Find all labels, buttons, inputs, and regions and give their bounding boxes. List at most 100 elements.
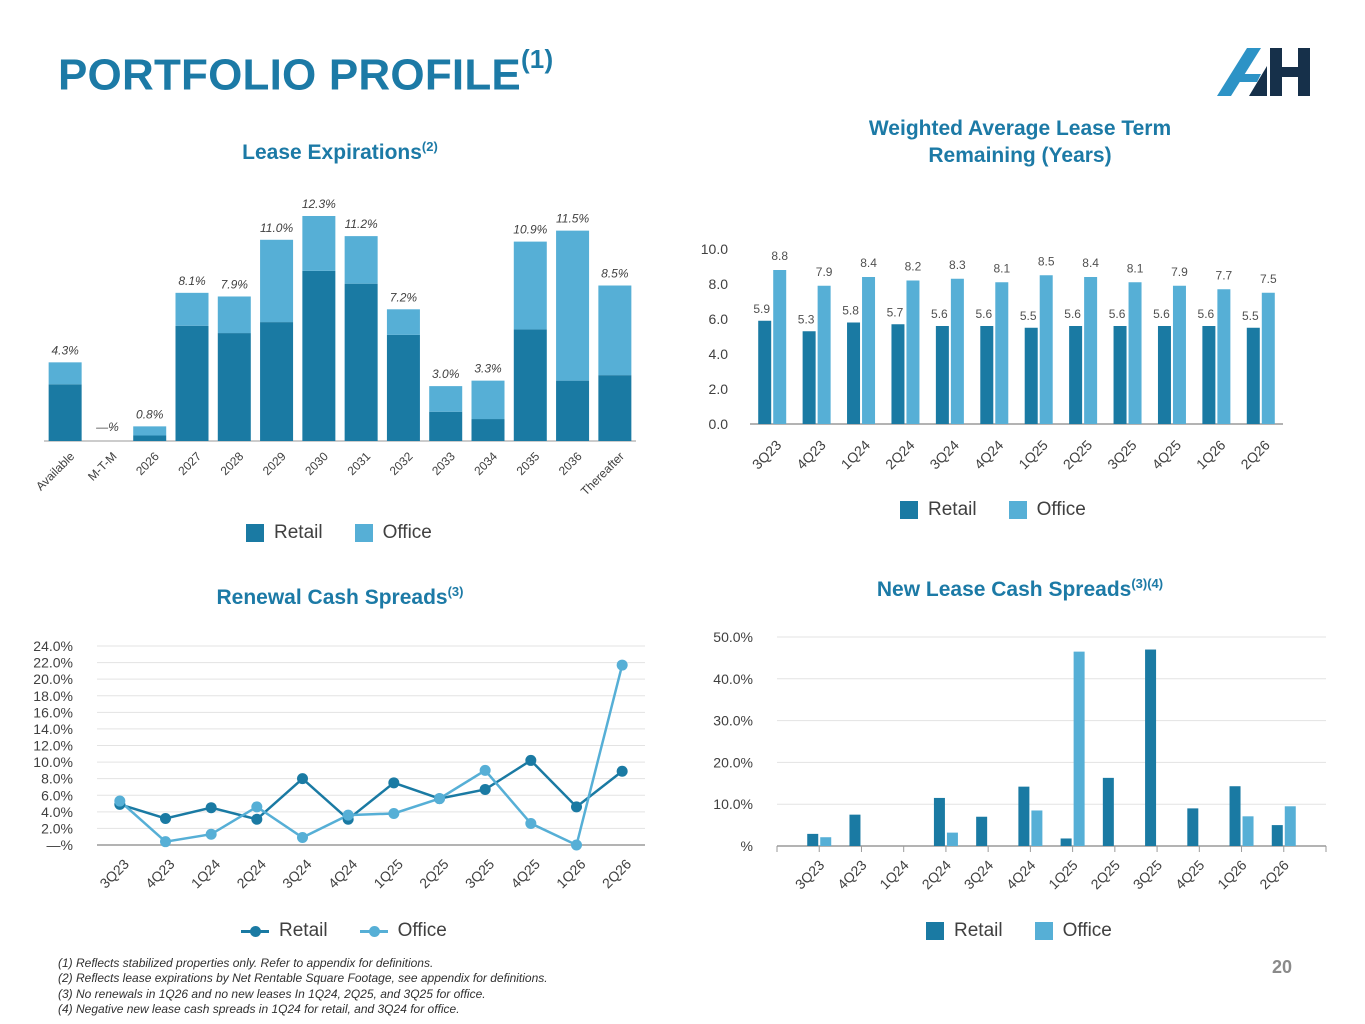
total-label-2034: 3.3%	[474, 362, 502, 376]
renewal-ytick-1: 2.0%	[41, 820, 73, 836]
walt-tick-3q24: 3Q24	[926, 437, 962, 473]
walt-label-retail-4q25: 5.6	[1153, 307, 1170, 321]
footnote-3: (3) No renewals in 1Q26 and no new lease…	[58, 986, 486, 1001]
walt-label-office-3q24: 8.3	[949, 258, 966, 272]
walt-bar-retail-1q24	[847, 322, 861, 424]
walt-ytick-3: 6.0	[709, 311, 729, 327]
legend-label-retail: Retail	[954, 920, 1003, 941]
total-label-2029: 11.0%	[260, 221, 293, 235]
total-label-2036: 11.5%	[556, 212, 589, 226]
bar-retail-2033	[429, 411, 463, 441]
bar-office-2032	[386, 309, 420, 335]
walt-bar-office-3q23	[773, 270, 787, 424]
walt-tick-3q25: 3Q25	[1104, 437, 1140, 473]
renewal-line-retail	[119, 758, 623, 821]
walt-bar-office-4q23	[817, 285, 831, 424]
bar-retail-2032	[386, 334, 420, 441]
retail-swatch	[900, 501, 918, 519]
newlease-bar-office-4q24	[1031, 810, 1043, 846]
walt-bar-retail-2q24	[891, 324, 905, 424]
renewal-point-retail-3q24	[297, 773, 308, 785]
lease-expirations-title-ref: (2)	[421, 139, 438, 154]
newlease-ytick-4: 40.0%	[713, 671, 753, 687]
walt-label-office-1q24: 8.4	[860, 256, 877, 270]
newlease-tick-1q24: 1Q24	[876, 857, 912, 893]
walt-ytick-1: 2.0	[709, 381, 729, 397]
walt-bar-retail-4q23	[802, 331, 816, 424]
bar-retail-2026	[133, 435, 167, 441]
renewal-point-retail-4q23	[160, 812, 171, 824]
newlease-tick-4q24: 4Q24	[1003, 857, 1039, 893]
renewal-point-retail-2q26	[616, 765, 628, 777]
tick-label-available: Available	[33, 449, 77, 493]
walt-label-office-3q25: 8.1	[1127, 261, 1144, 275]
bar-retail-2034	[471, 419, 505, 441]
bar-retail-2027	[175, 325, 209, 441]
legend-label-office: Office	[1036, 499, 1086, 520]
renewal-tick-2q24: 2Q24	[233, 856, 269, 892]
walt-ytick-4: 8.0	[709, 276, 729, 292]
walt-bar-retail-2q25	[1069, 326, 1083, 424]
bar-office-2027	[175, 292, 209, 326]
walt-title-line-1: Weighted Average Lease Term	[868, 117, 1172, 140]
walt-bar-office-3q25	[1128, 282, 1142, 424]
renewal-tick-3q25: 3Q25	[462, 856, 498, 892]
new-lease-spreads-legend: Retail Office	[926, 920, 1112, 942]
walt-bar-office-1q26	[1217, 289, 1231, 424]
walt-label-retail-3q25: 5.6	[1109, 307, 1126, 321]
newlease-tick-3q24: 3Q24	[961, 857, 997, 893]
tick-label-2033: 2033	[429, 449, 458, 478]
tick-label-2028: 2028	[218, 449, 247, 478]
renewal-ytick-12: 24.0%	[33, 638, 73, 654]
walt-label-office-4q25: 7.9	[1171, 265, 1188, 279]
renewal-point-office-3q24	[297, 832, 308, 844]
tick-label-2030: 2030	[302, 449, 331, 478]
tick-label-2032: 2032	[387, 449, 416, 478]
new-lease-spreads-title-ref: (3)(4)	[1131, 576, 1164, 591]
newlease-bar-retail-2q26	[1271, 825, 1283, 846]
footnote-1: (1) Reflects stabilized properties only.…	[58, 956, 434, 970]
newlease-bar-retail-1q26	[1229, 786, 1241, 846]
logo-dark-stroke	[1249, 66, 1267, 96]
renewal-ytick-4: 8.0%	[41, 771, 73, 787]
walt-bar-office-2q25	[1084, 277, 1098, 424]
newlease-bar-retail-1q25	[1060, 838, 1072, 846]
newlease-tick-3q23: 3Q23	[792, 857, 828, 893]
legend-label-retail: Retail	[274, 522, 323, 543]
walt-bar-retail-4q25	[1157, 326, 1171, 424]
walt-label-retail-2q26: 5.5	[1242, 309, 1259, 323]
newlease-bar-office-2q24	[946, 832, 958, 846]
renewal-tick-1q25: 1Q25	[370, 856, 406, 892]
renewal-point-office-1q25	[388, 807, 400, 819]
total-label-2032: 7.2%	[390, 290, 418, 304]
legend-item-office: Office	[354, 522, 432, 544]
legend-item-office: Office	[1034, 920, 1112, 942]
renewal-point-office-2q26	[616, 659, 628, 671]
legend-label-retail: Retail	[279, 920, 328, 941]
walt-label-retail-2q25: 5.6	[1064, 307, 1081, 321]
walt-label-office-1q26: 7.7	[1216, 268, 1233, 282]
total-label-available: 4.3%	[51, 343, 79, 357]
bar-retail-2029	[260, 322, 294, 441]
newlease-bar-retail-4q24	[1018, 786, 1030, 846]
retail-swatch	[926, 922, 944, 940]
walt-legend: Retail Office	[900, 499, 1086, 521]
walt-label-retail-4q23: 5.3	[798, 312, 815, 326]
walt-bar-office-2q24	[906, 280, 920, 424]
bar-office-2030	[302, 216, 336, 271]
office-swatch	[1034, 922, 1053, 940]
walt-ytick-5: 10.0	[701, 241, 728, 257]
walt-tick-4q24: 4Q24	[971, 437, 1007, 473]
walt-label-office-4q24: 8.1	[993, 261, 1010, 275]
newlease-ytick-0: %	[741, 838, 753, 854]
total-label-2026: 0.8%	[136, 407, 164, 421]
legend-item-retail: Retail	[926, 920, 1003, 942]
renewal-ytick-11: 22.0%	[33, 655, 73, 671]
bar-office-2033	[429, 386, 463, 412]
newlease-tick-1q26: 1Q26	[1214, 857, 1250, 893]
footnote-2: (2) Reflects lease expirations by Net Re…	[58, 971, 548, 986]
legend-label-office: Office	[382, 522, 432, 543]
new-lease-spreads-title-text: New Lease Cash Spreads	[876, 578, 1132, 601]
bar-office-2036	[556, 230, 590, 381]
total-label-2033: 3.0%	[432, 367, 460, 381]
